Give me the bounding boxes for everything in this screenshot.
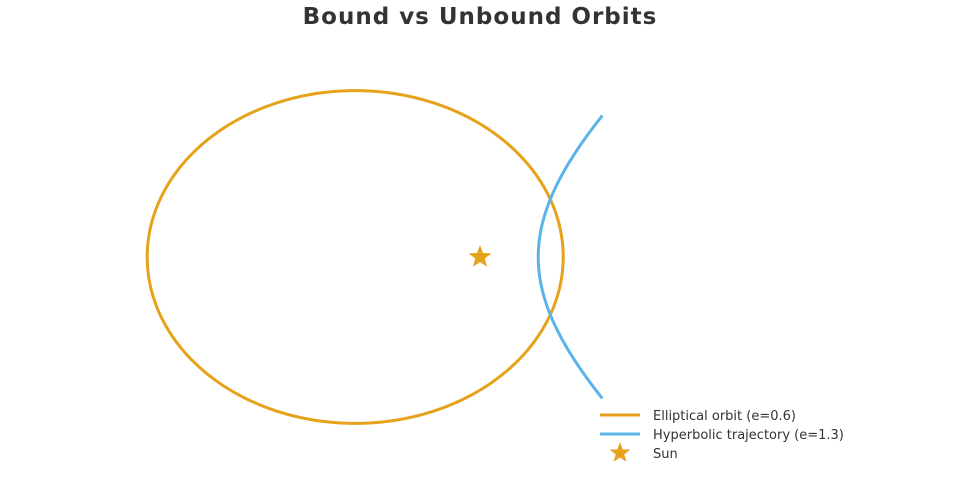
elliptical-orbit-line [145,89,565,425]
hyperbolic-trajectory-line [536,114,604,400]
legend-label-hyperbola: Hyperbolic trajectory (e=1.3) [653,428,844,443]
legend-swatch-sun [609,442,631,462]
chart-title: Bound vs Unbound Orbits [302,4,658,30]
sun-marker [468,245,492,267]
legend-label-sun: Sun [653,447,678,462]
legend-label-ellipse: Elliptical orbit (e=0.6) [653,409,796,424]
legend: Elliptical orbit (e=0.6) Hyperbolic traj… [600,409,844,462]
